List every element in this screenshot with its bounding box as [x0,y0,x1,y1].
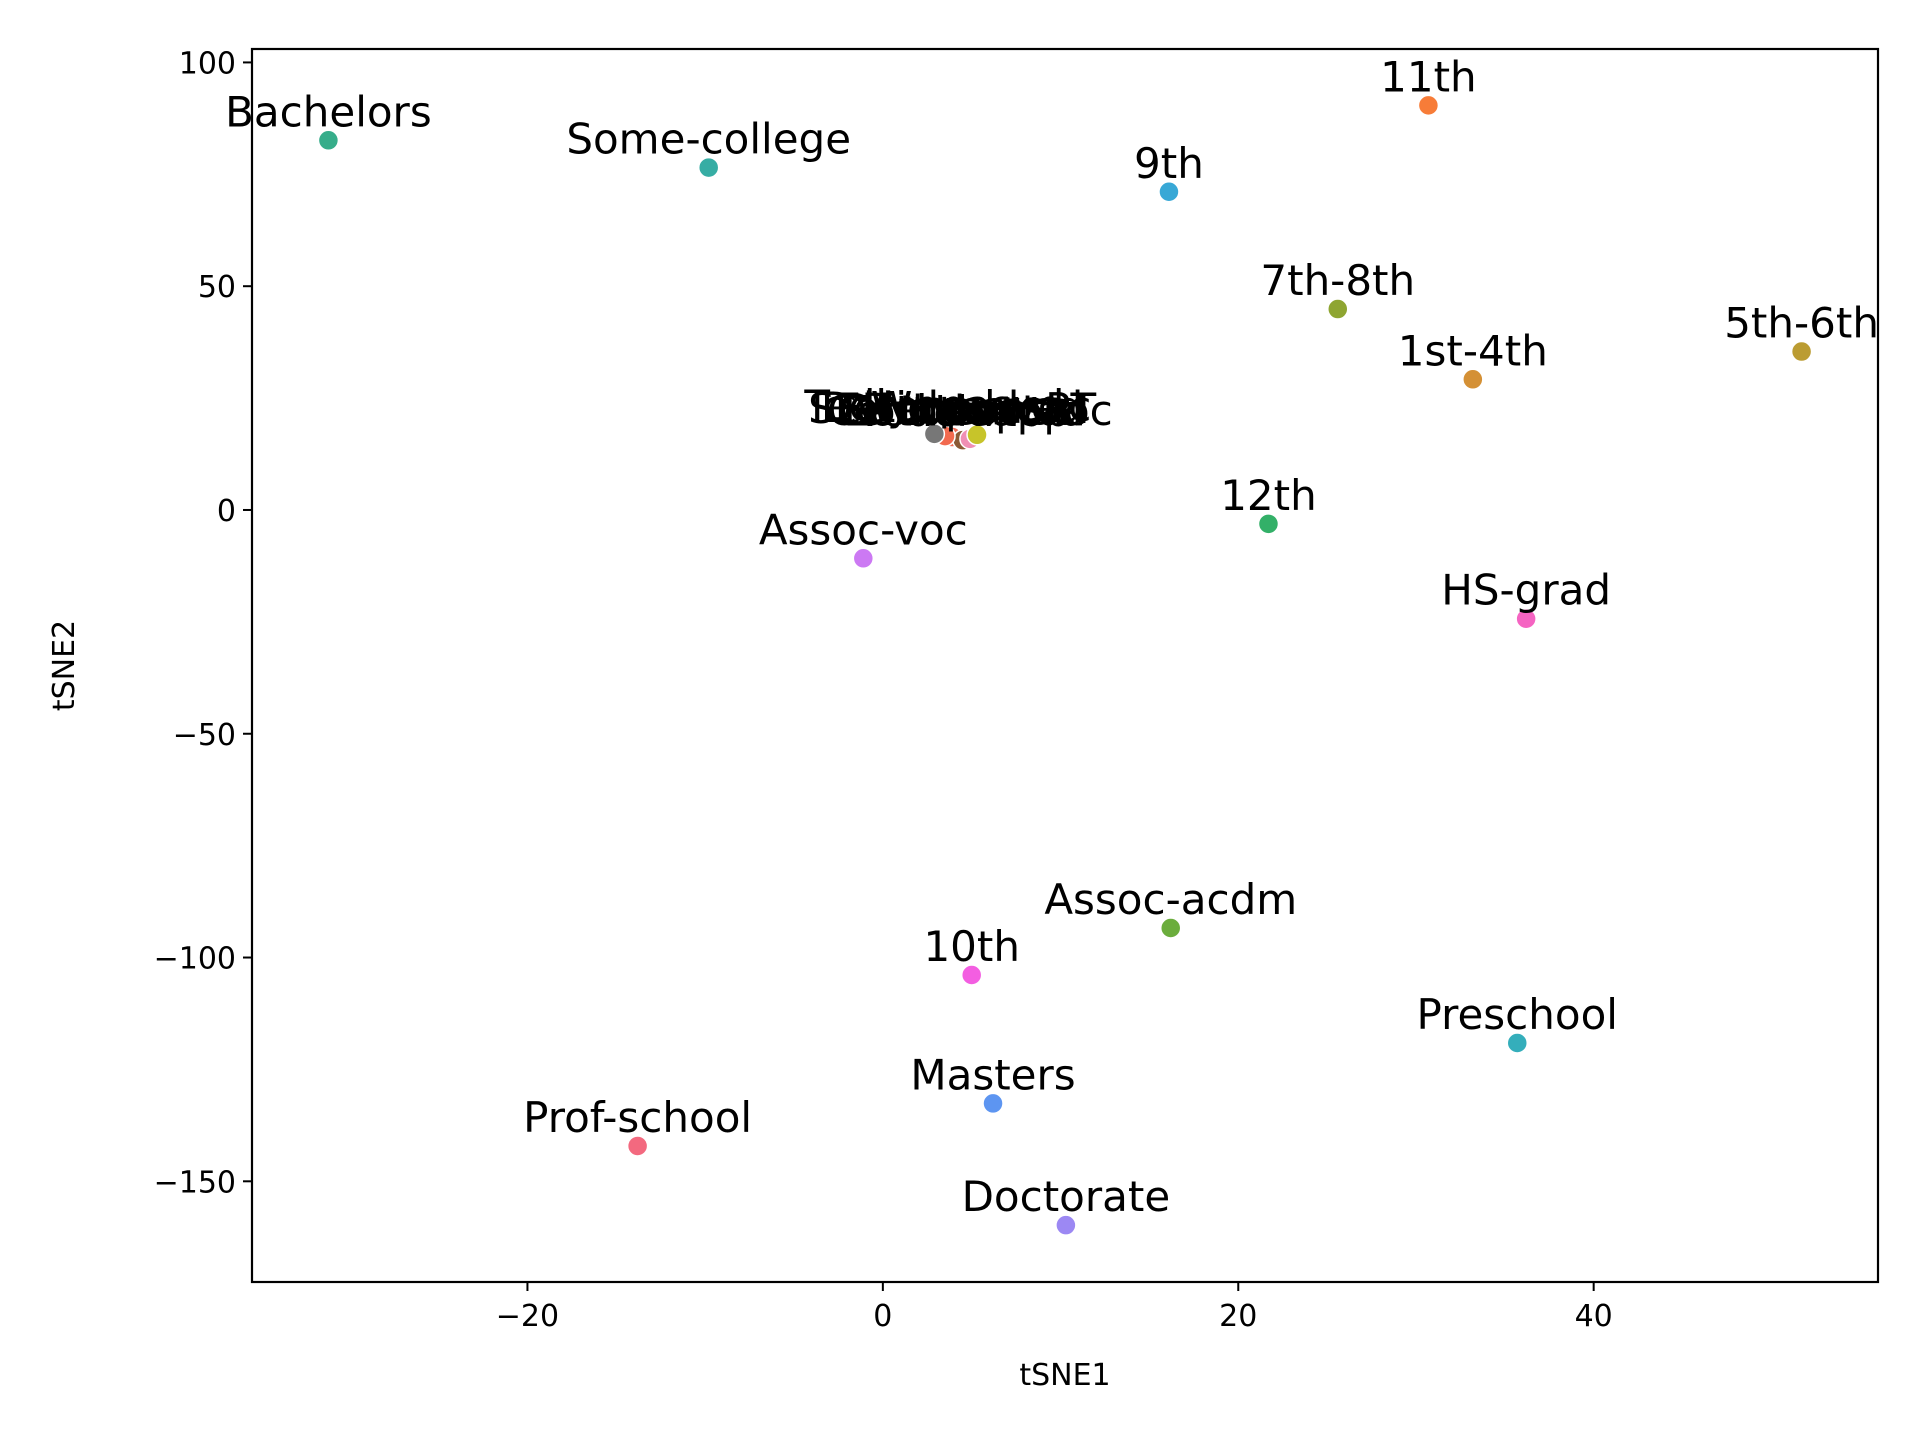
data-point [923,423,946,445]
data-points [317,94,1813,1236]
point-label: Some-college [566,115,851,164]
point-label: Preschool [1417,990,1618,1039]
x-tick-label: −20 [496,1299,559,1334]
data-point [697,156,720,179]
y-tick-label: 0 [217,494,236,529]
point-label: 12th [1220,471,1317,520]
data-point [1159,917,1182,939]
point-label: Vouchrtpp [856,387,1071,436]
data-point [960,964,983,986]
data-point [1327,298,1349,320]
y-tick-label: 100 [179,46,236,81]
point-label: Cemteanse [838,385,1076,434]
point-label: 7th-8th [1260,256,1415,305]
point-label: Assoc-voc [759,505,968,554]
x-tick-label: 40 [1575,1299,1613,1334]
point-label: HS-grad [1441,566,1611,615]
point-labels: Bachelors Some-college 11th 9th 7th-8th 1st-4… [225,52,1879,1221]
point-label: Wdrnaked [871,383,1083,432]
y-tick-label: −50 [173,718,236,753]
y-tick-label: −100 [154,942,236,977]
point-label: 10th [923,922,1020,971]
x-tick-label: 0 [873,1299,892,1334]
data-point [1158,181,1180,203]
data-point [966,424,988,446]
point-label: Tedlynpasvd [803,381,1064,430]
point-label: 1st-4th [1398,326,1548,375]
point-label: Bachelors [225,87,432,136]
point-label: Assoc-acdm [1044,875,1297,924]
data-point [852,547,875,570]
data-point [1506,1032,1529,1054]
point-label: Eothdeaord [843,386,1085,435]
point-label: Doctorate [962,1172,1171,1221]
data-point [1790,340,1813,363]
plot-frame [250,47,1880,1284]
axis-ticks: −20 0 20 40 −150 −100 −50 0 50 100 [154,46,1613,1334]
y-tick-label: −150 [154,1165,236,1200]
data-point [982,1092,1004,1115]
data-point [1417,94,1440,117]
point-label: Masters [910,1050,1075,1099]
data-point [1462,368,1484,391]
point-label: Hocmlvsac [863,382,1092,431]
point-label: Certbeuptaoc [827,386,1113,435]
data-point [317,129,340,152]
data-point [626,1135,649,1157]
point-label: 5th-6th [1724,299,1879,348]
point-label: 11th [1380,52,1477,101]
y-axis-label: tSNE2 [47,620,82,711]
y-tick-label: 50 [198,270,236,305]
point-label: SEDeopoasPT [808,384,1096,433]
data-point [1055,1214,1077,1236]
point-label: 9th [1134,139,1204,188]
data-point [1257,513,1280,535]
point-label: Dotiemvosc [821,383,1069,432]
x-tick-label: 20 [1219,1299,1257,1334]
point-label: Prof-school [523,1093,752,1142]
x-axis-label: tSNE1 [1019,1358,1110,1393]
data-point [1515,607,1537,630]
